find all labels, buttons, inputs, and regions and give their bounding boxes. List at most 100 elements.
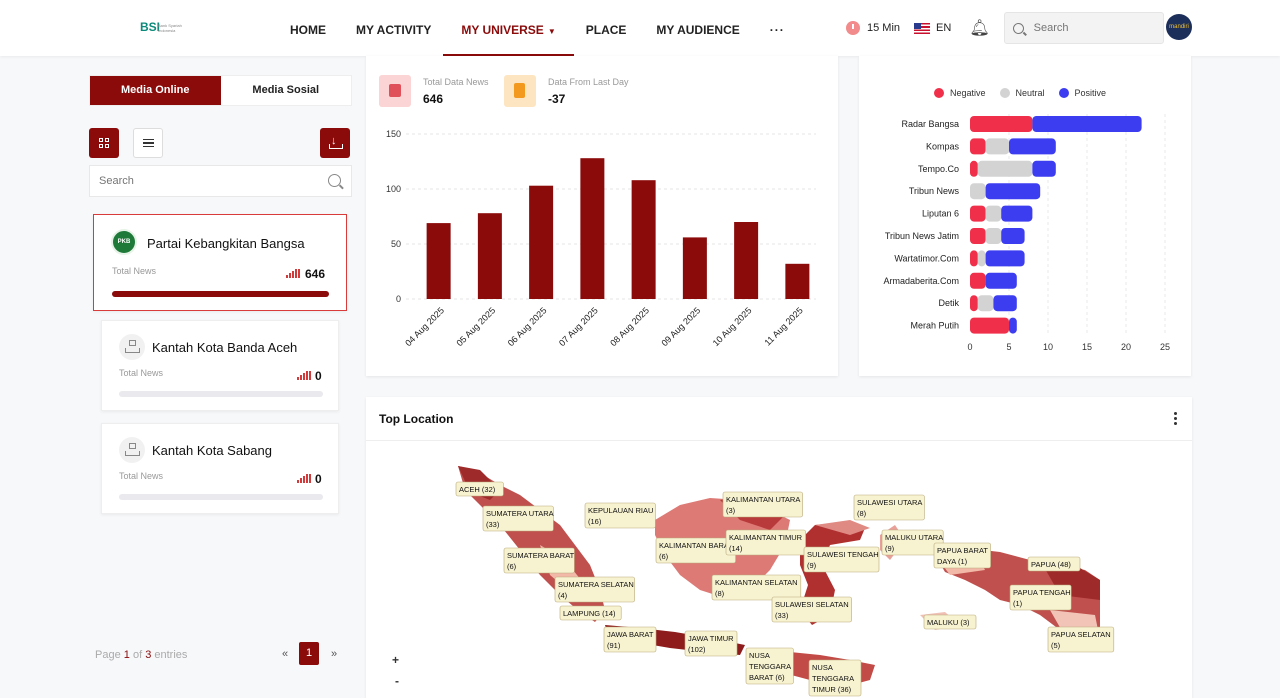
legend-positive[interactable]: Positive	[1058, 88, 1107, 98]
total-data-news-value: 646	[423, 92, 444, 106]
kebab-menu-icon[interactable]	[1174, 412, 1178, 427]
download-button[interactable]	[320, 128, 350, 158]
x-tick-label: 09 Aug 2025	[659, 305, 702, 348]
list-icon	[142, 137, 154, 150]
organization-icon	[119, 437, 145, 463]
pager-suffix: entries	[154, 649, 188, 661]
sentiment-bar-segment	[1009, 138, 1056, 155]
tab-media-sosial[interactable]: Media Sosial	[252, 84, 320, 96]
nav-place[interactable]: PLACE	[585, 23, 627, 37]
nav-my-audience[interactable]: MY AUDIENCE	[656, 23, 740, 37]
x-tick-label: 0	[967, 342, 972, 352]
nav-my-activity[interactable]: MY ACTIVITY	[356, 23, 432, 37]
sentiment-bar-segment	[985, 183, 1041, 200]
total-data-news-label: Total Data News	[423, 77, 489, 87]
list-view-button[interactable]	[133, 128, 163, 158]
legend-label: Positive	[1074, 88, 1107, 98]
entity-card[interactable]: Kantah Kota Sabang Total News 0	[101, 423, 339, 514]
entity-search-input[interactable]	[99, 175, 319, 187]
entity-search-box[interactable]	[89, 165, 352, 197]
y-tick-label: 50	[391, 239, 401, 249]
top-location-title: Top Location	[379, 412, 454, 426]
total-news-value: 646	[305, 267, 326, 281]
x-tick-label: 15	[1082, 342, 1092, 352]
daily-news-bar-chart: 0 50 100 150 04 Aug 2025 05 Aug 2025 06 Aug 20…	[386, 129, 816, 348]
sentiment-bar-segment	[985, 272, 1017, 289]
category-label: Wartatimor.Com	[894, 253, 959, 263]
nav-right-tools: 15 Min EN 🔔︎	[846, 0, 1164, 56]
sentiment-bar-segment	[977, 250, 986, 267]
grid-view-button[interactable]	[89, 128, 119, 158]
clock-icon	[846, 21, 860, 35]
sentiment-bar-segment	[970, 183, 986, 200]
nav-home[interactable]: HOME	[290, 23, 326, 37]
sentiment-bar-segment	[1001, 205, 1033, 222]
sentiment-bar-segment	[970, 116, 1033, 132]
sentiment-bar-segment	[1001, 228, 1025, 244]
zoom-out-button[interactable]: -	[395, 674, 399, 688]
top-navbar: BSI Bank Syariah Indonesia HOME MY ACTIV…	[0, 0, 1280, 56]
legend-swatch	[999, 88, 1010, 98]
pager-prefix: Page	[95, 649, 121, 661]
category-label: Merah Putih	[910, 321, 959, 331]
media-sentiment-panel: Negative Neutral Positive 0 5 10 15 20 25 Rada…	[859, 56, 1191, 376]
bell-icon[interactable]: 🔔︎	[969, 20, 990, 37]
top-search-input[interactable]	[1033, 22, 1154, 34]
entity-name: Partai Kebangkitan Bangsa	[147, 236, 305, 251]
x-tick-label: 04 Aug 2025	[403, 305, 446, 348]
news-trend-panel: Total Data News 646 Data From Last Day -…	[366, 56, 838, 376]
news-progress-bar	[112, 291, 329, 297]
category-label: Kompas	[926, 141, 960, 151]
top-search-box[interactable]	[1003, 12, 1164, 44]
entity-card-selected[interactable]: PKB Partai Kebangkitan Bangsa Total News…	[93, 214, 347, 311]
legend-negative[interactable]: Negative	[934, 88, 986, 98]
more-menu-icon[interactable]: ···	[769, 23, 785, 37]
total-news-label: Total News	[112, 266, 157, 276]
main-menu: HOME MY ACTIVITY MY UNIVERSE ▼ PLACE MY A…	[290, 0, 815, 56]
media-tabs: Media Online Media Sosial	[89, 75, 352, 106]
category-label: Tribun News Jatim	[885, 231, 959, 241]
language-selector[interactable]: EN	[936, 22, 952, 34]
total-news-label: Total News	[119, 368, 164, 378]
y-tick-label: 100	[386, 184, 401, 194]
search-icon	[328, 174, 341, 187]
sentiment-bar-segment	[977, 295, 994, 312]
news-bar	[785, 263, 810, 299]
nav-my-universe[interactable]: MY UNIVERSE ▼	[443, 0, 575, 56]
legend-swatch	[1058, 88, 1069, 98]
timer-text[interactable]: 15 Min	[867, 22, 901, 34]
total-news-label: Total News	[119, 471, 164, 481]
logo-subtext: Bank Syariah Indonesia	[158, 23, 182, 33]
pagination-info: Page 1 of 3 entries	[95, 649, 187, 661]
organization-icon	[119, 334, 145, 360]
sentiment-bar-segment	[977, 160, 1033, 177]
signal-bars-icon	[297, 371, 311, 380]
category-label: Armadaberita.Com	[883, 276, 959, 286]
sentiment-bar-segment	[985, 250, 1025, 267]
total-news-value: 0	[315, 369, 322, 383]
pager-prev-button[interactable]: «	[282, 648, 289, 660]
entity-card[interactable]: Kantah Kota Banda Aceh Total News 0	[101, 320, 339, 411]
us-flag-icon[interactable]	[914, 22, 931, 34]
news-bar	[734, 222, 759, 299]
category-label: Radar Bangsa	[901, 119, 959, 129]
sentiment-bar-segment	[993, 295, 1017, 312]
brand-logo[interactable]: BSI Bank Syariah Indonesia	[138, 14, 190, 40]
legend-neutral[interactable]: Neutral	[999, 88, 1045, 98]
signal-bars-icon	[286, 269, 300, 278]
news-bar	[580, 158, 605, 299]
pager-next-button[interactable]: »	[331, 648, 338, 660]
pager-page: 1	[123, 649, 130, 661]
tab-media-online[interactable]: Media Online	[90, 76, 221, 105]
zoom-in-button[interactable]: +	[392, 653, 400, 667]
sentiment-bar-segment	[1009, 317, 1017, 334]
entity-name: Kantah Kota Sabang	[152, 443, 272, 458]
news-bar	[682, 237, 707, 299]
nav-my-universe-label: MY UNIVERSE	[461, 23, 544, 37]
user-avatar[interactable]: mandiri	[1166, 14, 1192, 40]
pager-current-page[interactable]: 1	[299, 642, 319, 665]
legend-label: Negative	[950, 88, 986, 98]
news-progress-bar	[119, 494, 323, 500]
sentiment-bar-segment	[1032, 116, 1142, 132]
x-tick-label: 10	[1043, 342, 1053, 352]
